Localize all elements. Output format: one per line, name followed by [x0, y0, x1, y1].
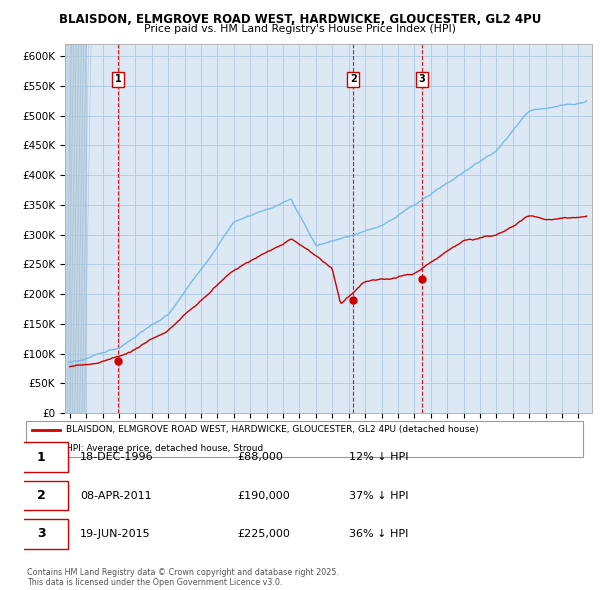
- Text: 19-JUN-2015: 19-JUN-2015: [80, 529, 151, 539]
- Text: 08-APR-2011: 08-APR-2011: [80, 491, 152, 500]
- FancyBboxPatch shape: [15, 442, 68, 472]
- Text: 12% ↓ HPI: 12% ↓ HPI: [349, 453, 409, 462]
- FancyBboxPatch shape: [15, 519, 68, 549]
- FancyBboxPatch shape: [26, 421, 583, 457]
- Text: HPI: Average price, detached house, Stroud: HPI: Average price, detached house, Stro…: [66, 444, 263, 453]
- Text: BLAISDON, ELMGROVE ROAD WEST, HARDWICKE, GLOUCESTER, GL2 4PU (detached house): BLAISDON, ELMGROVE ROAD WEST, HARDWICKE,…: [66, 425, 479, 434]
- Text: Contains HM Land Registry data © Crown copyright and database right 2025.
This d: Contains HM Land Registry data © Crown c…: [27, 568, 339, 587]
- Text: 18-DEC-1996: 18-DEC-1996: [80, 453, 154, 462]
- Text: £225,000: £225,000: [237, 529, 290, 539]
- Text: 2: 2: [350, 74, 356, 84]
- FancyBboxPatch shape: [15, 481, 68, 510]
- Text: 1: 1: [115, 74, 122, 84]
- Text: £88,000: £88,000: [237, 453, 283, 462]
- Text: BLAISDON, ELMGROVE ROAD WEST, HARDWICKE, GLOUCESTER, GL2 4PU: BLAISDON, ELMGROVE ROAD WEST, HARDWICKE,…: [59, 13, 541, 26]
- Text: £190,000: £190,000: [237, 491, 290, 500]
- Text: 3: 3: [419, 74, 425, 84]
- Text: 2: 2: [37, 489, 46, 502]
- Text: 3: 3: [37, 527, 46, 540]
- Text: 1: 1: [37, 451, 46, 464]
- Text: Price paid vs. HM Land Registry's House Price Index (HPI): Price paid vs. HM Land Registry's House …: [144, 24, 456, 34]
- Text: 37% ↓ HPI: 37% ↓ HPI: [349, 491, 409, 500]
- Text: 36% ↓ HPI: 36% ↓ HPI: [349, 529, 409, 539]
